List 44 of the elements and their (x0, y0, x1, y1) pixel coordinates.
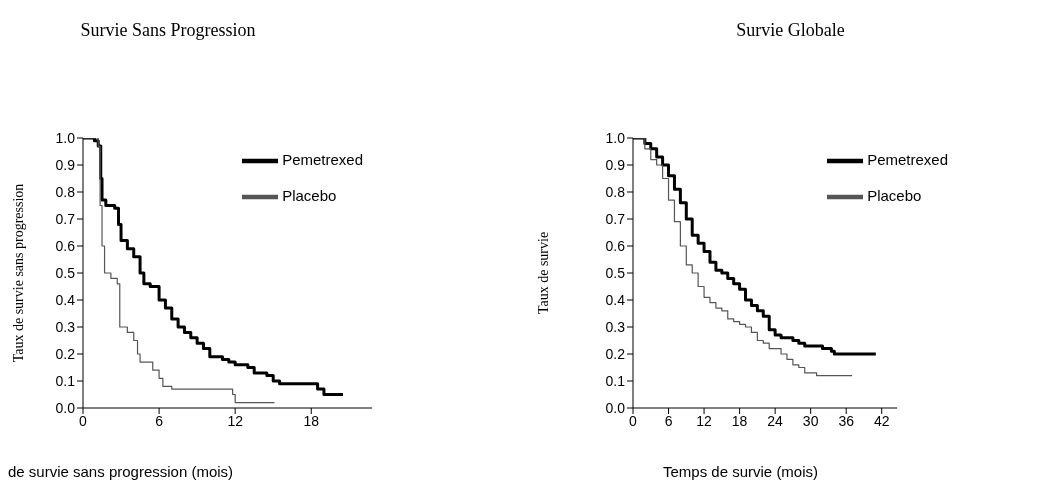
y-tick-label: 0.6 (605, 237, 626, 254)
y-tick-label: 0.7 (55, 210, 76, 227)
x-tick-label: 0 (629, 412, 638, 429)
x-tick-label: 6 (155, 412, 164, 429)
x-axis-title: de survie sans progression (mois) (8, 463, 234, 480)
x-tick-label: 42 (873, 412, 890, 429)
y-tick-label: 0.5 (55, 264, 76, 281)
x-tick-label: 24 (767, 412, 784, 429)
x-tick-label: 0 (79, 412, 88, 429)
legend-label: Pemetrexed (867, 150, 948, 168)
y-axis-title: Taux de survie sans progression (10, 183, 26, 363)
y-tick-label: 0.8 (605, 183, 626, 200)
y-tick-label: 0.1 (55, 372, 76, 389)
chart-title: Survie Globale (735, 20, 846, 41)
y-tick-label: 0.0 (55, 399, 76, 416)
legend-label: Placebo (282, 186, 337, 204)
x-axis-title: Temps de survie (mois) (663, 463, 819, 480)
y-axis-title: Taux de survie (535, 231, 551, 315)
x-tick-label: 12 (227, 412, 244, 429)
x-tick-label: 18 (731, 412, 748, 429)
x-tick-label: 18 (303, 412, 320, 429)
y-tick-label: 0.4 (605, 291, 626, 308)
x-tick-label: 30 (802, 412, 819, 429)
y-tick-label: 0.0 (605, 399, 626, 416)
y-tick-label: 1.0 (55, 129, 76, 146)
y-tick-label: 0.9 (55, 156, 76, 173)
y-tick-label: 0.1 (605, 372, 626, 389)
x-tick-label: 6 (664, 412, 673, 429)
chart-title: Survie Sans Progression (79, 20, 257, 41)
y-tick-label: 0.2 (55, 345, 76, 362)
y-tick-label: 0.7 (605, 210, 626, 227)
y-tick-label: 0.8 (55, 183, 76, 200)
legend-label: Pemetrexed (282, 150, 363, 168)
y-tick-label: 0.3 (605, 318, 626, 335)
y-tick-label: 0.6 (55, 237, 76, 254)
y-tick-label: 0.9 (605, 156, 626, 173)
y-tick-label: 0.4 (55, 291, 76, 308)
legend-label: Placebo (867, 186, 922, 204)
x-tick-label: 36 (838, 412, 855, 429)
y-tick-label: 0.2 (605, 345, 626, 362)
y-tick-label: 0.5 (605, 264, 626, 281)
y-tick-label: 0.3 (55, 318, 76, 335)
x-tick-label: 12 (696, 412, 713, 429)
y-tick-label: 1.0 (605, 129, 626, 146)
